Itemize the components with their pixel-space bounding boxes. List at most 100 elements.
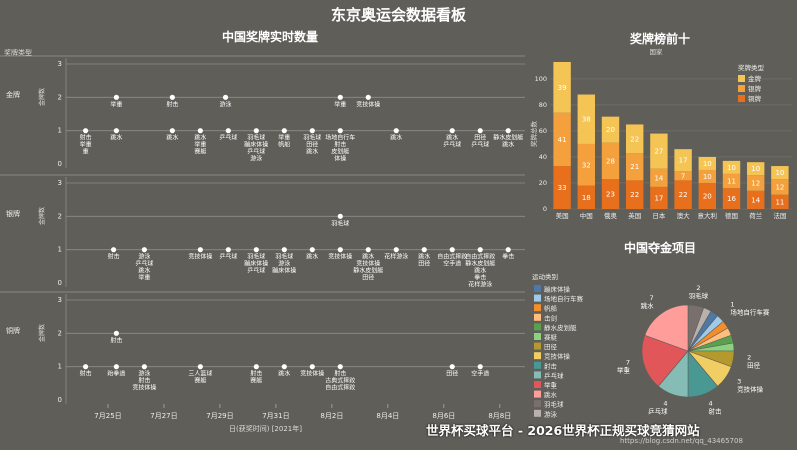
point-label: 拳击 — [502, 253, 514, 261]
bar-data-label: 17 — [654, 194, 663, 202]
bar-data-label: 33 — [558, 184, 567, 192]
bar-segment — [771, 179, 789, 195]
scatter-point — [222, 94, 229, 100]
bar-data-label: 21 — [630, 163, 639, 171]
gold-events-pie-chart: 运动类别蹦床体操场地自行车赛帆船击剑静水皮划艇赛艇田径竞技体操射击乒乓球举重跳水… — [532, 272, 770, 418]
pie-value-label: 2 — [747, 353, 751, 361]
pie-slice — [644, 304, 689, 352]
scatter-point — [197, 364, 203, 370]
facet-header: 奖牌类型 — [4, 48, 32, 57]
bar-segment — [625, 124, 644, 154]
category-label: 法国 — [773, 211, 786, 220]
scatter-point — [82, 364, 89, 370]
bar-segment — [553, 112, 571, 167]
point-label: 竞技体操 — [188, 253, 212, 261]
point-label: 跳水 — [446, 134, 458, 142]
dashboard-title: 东京奥运会数据看板 — [330, 6, 466, 24]
point-label: 跳水 — [278, 370, 290, 378]
scatter-point — [197, 247, 203, 253]
scatter-point — [169, 94, 175, 100]
scatter-point — [309, 128, 315, 134]
bar-segment — [601, 179, 620, 209]
scatter-point — [337, 364, 343, 370]
point-label: 竞技体操 — [300, 370, 324, 378]
pie-value-label: 7 — [649, 294, 653, 302]
bar-segment — [625, 153, 644, 181]
point-label: 跳水 — [502, 141, 514, 149]
point-label: 静水皮划艇 — [465, 260, 495, 268]
bar-data-label: 10 — [703, 160, 712, 168]
point-label: 自由式摔跤 — [437, 253, 467, 261]
legend-swatch — [534, 400, 541, 408]
legend-swatch — [534, 371, 541, 379]
point-label: 田径 — [362, 274, 374, 282]
scatter-point — [505, 247, 511, 253]
pie-category-label: 羽毛球 — [689, 291, 709, 300]
scatter-point — [225, 247, 231, 253]
scatter-point — [281, 364, 287, 370]
y-axis-label: 奖牌总数 — [529, 121, 538, 148]
point-label: 乒乓球 — [471, 141, 489, 149]
bar-segment — [698, 169, 717, 183]
legend-swatch — [534, 304, 541, 312]
point-label: 静水皮划艇 — [493, 134, 523, 142]
point-label: 游泳 — [138, 253, 150, 261]
point-label: 射击 — [138, 377, 150, 385]
bar-segment — [722, 188, 741, 209]
scatter-point — [281, 247, 287, 253]
point-label: 羽毛球 — [247, 253, 265, 261]
bar-data-label: 7 — [681, 172, 685, 180]
scatter-point — [449, 128, 455, 134]
bar-data-label: 10 — [727, 164, 736, 172]
x-tick-label: 7月29日 — [206, 412, 233, 420]
point-label: 乒乓球 — [443, 141, 461, 149]
x-axis-title: 国家 — [650, 47, 664, 56]
point-label: 羽毛球 — [275, 253, 293, 261]
bar-segment — [746, 175, 765, 191]
y-tick-label: 0 — [543, 205, 547, 213]
point-label: 射击 — [334, 370, 346, 378]
category-label: 德国 — [725, 211, 738, 220]
pie-value-label: 4 — [709, 399, 713, 407]
y-tick-label: 1 — [58, 363, 62, 371]
scatter-point — [309, 247, 315, 253]
facet-label: 金牌 — [6, 90, 20, 99]
bar-data-label: 12 — [751, 179, 760, 187]
bar-data-label: 10 — [751, 165, 760, 173]
point-label: 蹦床体操 — [244, 141, 268, 149]
point-label: 跳水 — [138, 267, 150, 275]
point-label: 跳水 — [194, 134, 206, 142]
y-tick-label: 0 — [58, 396, 62, 404]
pie-category-label: 举重 — [617, 366, 631, 375]
legend-label: 静水皮划艇 — [544, 323, 577, 332]
legend-title: 奖牌类型 — [738, 63, 765, 72]
scatter-point — [281, 128, 287, 134]
pie-category-label: 乒乓球 — [648, 406, 668, 415]
y-tick-label: 100 — [535, 75, 547, 83]
bar-data-label: 14 — [654, 174, 663, 182]
legend-swatch — [738, 75, 745, 82]
point-label: 射击 — [250, 370, 262, 378]
bar-data-label: 22 — [630, 135, 639, 143]
scatter-point — [141, 364, 147, 370]
bar-segment — [722, 173, 741, 189]
x-tick-label: 7月31日 — [262, 412, 289, 420]
category-label: 中国 — [580, 211, 593, 220]
point-label: 拳击 — [474, 274, 486, 282]
legend-label: 射击 — [544, 361, 558, 370]
y-tick-label: 20 — [539, 179, 547, 187]
category-label: 日本 — [652, 211, 666, 220]
bar-segment — [553, 62, 571, 113]
y-tick-label: 1 — [58, 127, 62, 135]
legend-swatch — [534, 342, 541, 350]
bar-segment — [698, 182, 717, 209]
legend-label: 银牌 — [748, 84, 762, 93]
category-label: 荷兰 — [749, 211, 763, 220]
csdn-watermark: https://blog.csdn.net/qq_43465708 — [620, 437, 743, 445]
pie-category-label: 田径 — [747, 360, 761, 369]
category-label: 美国 — [556, 211, 569, 220]
legend-swatch — [534, 313, 541, 321]
legend-swatch — [534, 285, 541, 292]
legend-label: 竞技体操 — [544, 352, 571, 361]
scatter-point — [505, 128, 511, 134]
